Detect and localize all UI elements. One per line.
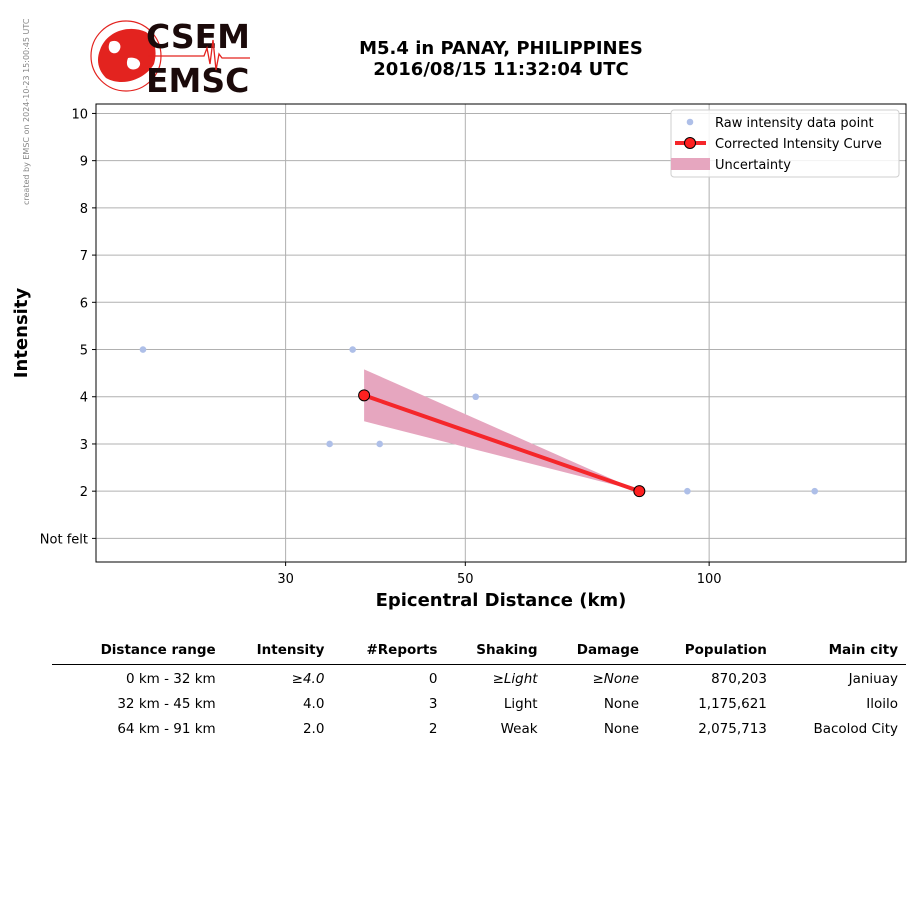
table-header-cell: Damage [545, 638, 648, 665]
y-tick-label: 4 [80, 391, 88, 406]
corrected-curve-marker [358, 389, 371, 402]
table-header-cell: Main city [774, 638, 906, 665]
table-cell: Bacolod City [813, 721, 898, 737]
raw-data-point [684, 487, 691, 495]
table-cell: 870,203 [711, 671, 767, 687]
raw-data-point [326, 440, 333, 448]
summary-table: Distance range Intensity #Reports Shaking Da… [52, 638, 906, 740]
corrected-curve-line [363, 393, 640, 494]
seismogram-line [148, 39, 250, 71]
logo-text-top: CSEM [146, 18, 250, 56]
corrected-curve-marker [633, 485, 646, 498]
table-header-cell: Distance range [52, 638, 224, 665]
raw-data-point [349, 346, 356, 353]
x-axis-label: Epicentral Distance (km) [376, 590, 627, 611]
uncertainty-area [364, 369, 640, 492]
grid [96, 104, 906, 562]
table-cell: 2,075,713 [698, 721, 767, 737]
logo-text-bottom: EMSC [146, 61, 249, 98]
table-cell: 3 [428, 696, 438, 712]
x-tick-label: 50 [457, 572, 474, 587]
table-cell: 4.0 [302, 696, 325, 712]
table-header-cell: #Reports [332, 638, 446, 665]
y-axis-label: Intensity [11, 288, 32, 379]
table-cell: 32 km - 45 km [117, 696, 216, 712]
table-cell: None [603, 721, 640, 737]
raw-data-point [376, 440, 384, 448]
table-cell: None [603, 696, 640, 712]
table-cell: Iloilo [866, 696, 898, 712]
table-cell: 64 km - 91 km [117, 721, 216, 737]
title-line-1: M5.4 in PANAY, PHILIPPINES [359, 38, 643, 59]
table-header-cell: Population [647, 638, 775, 665]
corrected-curve [358, 389, 646, 498]
table-row: 64 km - 91 km 2.0 2 Weak None 2,075,713 Bacolo… [52, 715, 906, 740]
emsc-logo: CSEM EMSC [88, 17, 258, 100]
x-tick-label: 30 [277, 572, 294, 587]
uncertainty-band [364, 369, 640, 492]
chart-title: M5.4 in PANAY, PHILIPPINES 2016/08/15 11… [300, 38, 702, 80]
y-tick-label: 8 [80, 202, 88, 217]
title-line-2: 2016/08/15 11:32:04 UTC [373, 59, 629, 80]
y-ticks: Not felt 2 3 4 5 6 7 8 9 10 [40, 107, 96, 547]
table-cell: 2 [428, 721, 438, 737]
table-header-cell: Intensity [223, 638, 333, 665]
plot-frame [95, 103, 907, 563]
globe-icon [90, 20, 162, 92]
table-header-row: Distance range Intensity #Reports Shaking Da… [52, 638, 906, 665]
intensity-chart: 30 50 100 Not felt 2 3 4 5 6 7 8 9 10 Epicentral Di… [11, 103, 907, 611]
table-row: 0 km - 32 km ≥4.0 0 ≥Light ≥None 870,203 Janiu… [52, 665, 906, 691]
legend-label: Raw intensity data point [715, 116, 874, 131]
x-ticks: 30 50 100 [277, 562, 722, 587]
table-cell: ≥None [592, 671, 640, 687]
raw-data-point [139, 346, 147, 353]
legend-swatch-curve-marker [684, 137, 696, 149]
legend-swatch-raw [686, 118, 694, 126]
legend-label: Uncertainty [715, 158, 791, 173]
legend-box [670, 109, 900, 178]
table-cell: 1,175,621 [698, 696, 767, 712]
y-tick-label: 6 [80, 296, 88, 311]
y-tick-label: 5 [80, 344, 88, 359]
legend: Raw intensity data point Corrected Intens… [670, 109, 900, 178]
table-cell: ≥Light [492, 671, 538, 687]
raw-points [139, 346, 819, 495]
table-cell: 2.0 [302, 721, 325, 737]
table-row: 32 km - 45 km 4.0 3 Light None 1,175,621 Iloil… [52, 690, 906, 715]
x-tick-label: 100 [697, 572, 722, 587]
y-tick-label: 2 [80, 485, 88, 500]
table-cell: Weak [500, 721, 538, 737]
y-tick-label: 10 [71, 107, 88, 122]
table-cell: Janiuay [848, 671, 898, 687]
table-cell: 0 [428, 671, 438, 687]
y-tick-label: 9 [80, 155, 88, 170]
raw-data-point [811, 487, 819, 495]
y-tick-label: 3 [80, 438, 88, 453]
table-cell: ≥4.0 [291, 671, 325, 687]
legend-label: Corrected Intensity Curve [715, 137, 882, 152]
table-cell: Light [503, 696, 538, 712]
table-cell: 0 km - 32 km [125, 671, 216, 687]
table-header-cell: Shaking [445, 638, 546, 665]
legend-swatch-uncertainty [671, 158, 710, 170]
raw-data-point [472, 393, 480, 401]
y-tick-label: Not felt [40, 532, 88, 547]
y-tick-label: 7 [80, 249, 88, 264]
